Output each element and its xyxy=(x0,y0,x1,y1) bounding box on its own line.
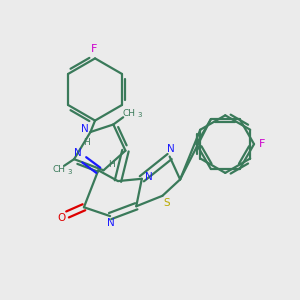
Text: N: N xyxy=(167,144,175,154)
Text: N: N xyxy=(74,148,82,158)
Text: S: S xyxy=(163,198,170,208)
Text: H: H xyxy=(108,160,115,169)
Text: F: F xyxy=(91,44,98,54)
Text: N: N xyxy=(81,124,89,134)
Text: CH: CH xyxy=(52,166,65,175)
Text: N: N xyxy=(145,172,153,182)
Text: F: F xyxy=(259,139,266,149)
Text: CH: CH xyxy=(122,109,135,118)
Text: 3: 3 xyxy=(137,112,142,118)
Text: H: H xyxy=(83,138,90,147)
Text: O: O xyxy=(57,213,65,224)
Text: 3: 3 xyxy=(67,169,72,175)
Text: N: N xyxy=(107,218,115,228)
